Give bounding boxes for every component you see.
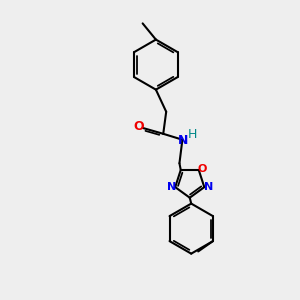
Text: N: N <box>178 134 188 147</box>
Text: H: H <box>188 128 197 141</box>
Text: O: O <box>197 164 206 173</box>
Text: N: N <box>167 182 176 192</box>
Text: O: O <box>134 120 144 133</box>
Text: N: N <box>203 182 213 192</box>
